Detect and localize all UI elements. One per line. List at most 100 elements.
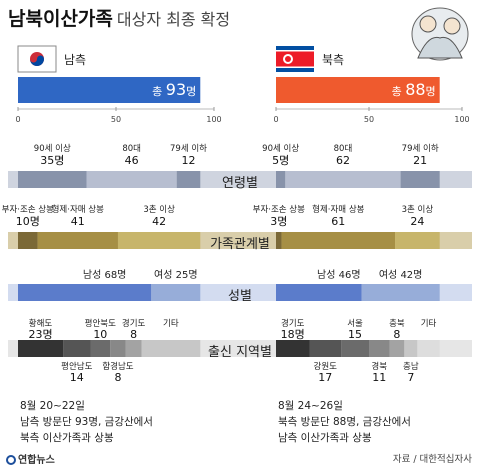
south-section-0-seg-1 (86, 171, 177, 188)
south-section-0-value-0: 35명 (40, 154, 64, 167)
north-total-bar (276, 77, 440, 103)
section-0-name: 연령별 (222, 176, 258, 191)
south-section-0-value-1: 46 (125, 154, 139, 167)
south-section-3-value-4: 8 (130, 328, 137, 341)
north-section-3-seg-1 (309, 340, 342, 357)
north-section-3-seg-4 (389, 340, 405, 357)
north-flag-red (276, 51, 314, 67)
north-section-1-seg-2 (395, 232, 440, 249)
north-section-3-value-5: 7 (407, 371, 414, 384)
hug-head-right (443, 17, 461, 35)
north-section-2-label-1: 여성 42명 (379, 269, 423, 281)
north-section-3-value-1: 17 (318, 371, 332, 384)
north-section-0-seg-0 (276, 171, 286, 188)
south-section-0-value-2: 12 (182, 154, 196, 167)
north-notes: 8월 24~26일 북측 방문단 88명, 금강산에서 남측 이산가족과 상봉 (278, 398, 411, 446)
north-section-3-label-3: 경북 (371, 361, 387, 372)
north-notes-line2: 남측 이산가족과 상봉 (278, 432, 372, 444)
north-notes-line1: 북측 방문단 88명, 금강산에서 (278, 416, 411, 428)
south-notes-date: 8월 20~22일 (20, 400, 85, 412)
south-axis-tick-label-50: 50 (111, 115, 121, 124)
south-section-1-seg-1 (37, 232, 118, 249)
south-section-0-seg-0 (18, 171, 87, 188)
hug-head-left (419, 15, 437, 33)
north-section-0-label-0: 90세 이상 (262, 143, 299, 154)
north-section-1-seg-0 (276, 232, 282, 249)
south-section-1-seg-2 (117, 232, 201, 249)
page-title: 남북이산가족 대상자 최종 확정 (8, 4, 230, 31)
south-flag-taeguk-blue (30, 55, 45, 66)
north-section-2-seg-0 (276, 284, 362, 301)
south-section-3-label-1: 평안남도 (61, 361, 92, 372)
north-section-3-label-4: 충북 (389, 319, 405, 329)
south-section-1-seg-0 (18, 232, 38, 249)
north-notes-date: 8월 24~26일 (278, 400, 343, 412)
south-section-1-label-1: 형제·자매 상봉 (52, 204, 105, 215)
south-section-3-seg-0 (18, 340, 64, 357)
north-section-0-seg-1 (285, 171, 401, 188)
north-section-1-value-1: 61 (331, 215, 345, 228)
south-section-3-seg-3 (110, 340, 126, 357)
south-notes: 8월 20~22일 남측 방문단 93명, 금강산에서 북측 이산가족과 상봉 (20, 398, 153, 446)
south-section-3-label-0: 황해도 (29, 318, 53, 329)
south-section-0-label-1: 80대 (122, 144, 141, 154)
north-section-3-seg-2 (341, 340, 369, 357)
south-section-3-seg-1 (63, 340, 91, 357)
north-section-1-label-2: 3촌 이상 (402, 204, 434, 215)
north-section-3-label-0: 경기도 (281, 318, 305, 329)
south-axis-tick-label-100: 100 (206, 115, 221, 124)
south-section-3-label-5: 기타 (163, 319, 179, 329)
north-section-3-value-2: 15 (348, 328, 362, 341)
north-section-3-seg-0 (276, 340, 310, 357)
south-section-3-label-2: 평안북도 (85, 318, 116, 329)
north-section-1-label-0: 부자·조손 상봉 (253, 204, 306, 215)
north-section-1-seg-1 (281, 232, 396, 249)
north-section-3-value-0: 18명 (281, 328, 305, 341)
south-section-0-label-2: 79세 이하 (170, 143, 207, 154)
north-flag-star (285, 56, 291, 62)
source-note: 자료 / 대한적십자사 (392, 454, 472, 465)
title-sub: 대상자 최종 확정 (116, 10, 231, 29)
north-total-label: 총 88명 (392, 80, 436, 99)
section-2-name: 성별 (228, 289, 252, 304)
south-section-1-label-2: 3촌 이상 (143, 204, 175, 215)
north-axis-tick-label-100: 100 (454, 115, 469, 124)
north-section-0-label-2: 79세 이하 (402, 143, 439, 154)
south-section-3-value-1: 14 (70, 371, 84, 384)
south-total-label: 총 93명 (152, 80, 196, 99)
hug-bodies (417, 36, 463, 59)
south-section-3-seg-5 (141, 340, 201, 357)
north-section-2-seg-1 (361, 284, 440, 301)
north-axis-tick-label-0: 0 (273, 115, 278, 124)
section-1-name: 가족관계별 (210, 237, 270, 252)
south-section-3-value-0: 23명 (28, 328, 52, 341)
title-main: 남북이산가족 (8, 8, 113, 30)
north-section-0-label-1: 80대 (334, 144, 353, 154)
south-axis-tick-label-0: 0 (15, 115, 20, 124)
north-section-3-seg-6 (417, 340, 440, 357)
south-section-1-value-2: 42 (152, 215, 166, 228)
north-section-3-seg-3 (369, 340, 390, 357)
north-section-1-value-0: 3명 (270, 215, 287, 228)
south-section-3-seg-4 (125, 340, 142, 357)
south-section-2-label-0: 남성 68명 (83, 269, 127, 281)
south-section-3-value-2: 10 (93, 328, 107, 341)
north-section-3-value-3: 11 (372, 371, 386, 384)
north-section-3-seg-5 (404, 340, 418, 357)
north-section-0-value-2: 21 (413, 154, 427, 167)
north-section-1-label-1: 형제·자매 상봉 (312, 204, 365, 215)
south-total-bar (18, 77, 201, 103)
north-section-3-label-2: 서울 (347, 319, 363, 329)
south-section-3-label-4: 경기도 (122, 318, 146, 329)
south-notes-line1: 남측 방문단 93명, 금강산에서 (20, 416, 153, 428)
yonhap-logo: 연합뉴스 (6, 451, 55, 466)
north-section-1-value-2: 24 (410, 215, 424, 228)
north-section-3-value-4: 8 (393, 328, 400, 341)
south-notes-line2: 북측 이산가족과 상봉 (20, 432, 114, 444)
north-section-3-label-1: 강원도 (314, 361, 338, 372)
south-section-3-value-3: 8 (114, 371, 121, 384)
logo-icon (6, 455, 16, 465)
north-section-2-label-0: 남성 46명 (317, 269, 361, 281)
